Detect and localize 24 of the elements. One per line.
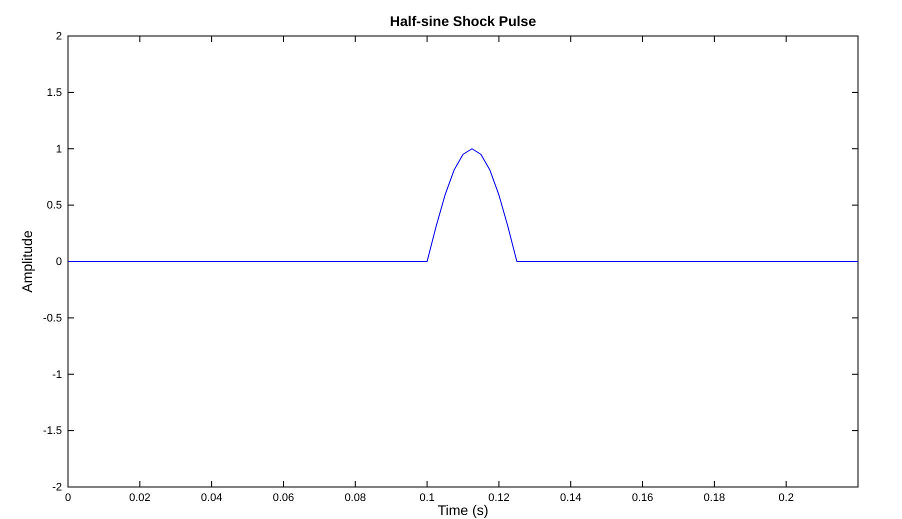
x-tick-label: 0.08 [344, 492, 366, 504]
x-tick-label: 0.18 [704, 492, 726, 504]
y-tick-label: 0.5 [46, 200, 62, 212]
x-tick-label: 0.02 [129, 492, 151, 504]
x-tick-label: 0.2 [778, 492, 794, 504]
y-tick-label: -1 [52, 368, 62, 381]
x-tick-label: 0.06 [272, 492, 294, 504]
line-series [68, 148, 858, 262]
chart-title: Half-sine Shock Pulse [390, 13, 536, 29]
x-tick-label: 0 [64, 492, 72, 504]
y-tick-label: -2 [52, 482, 62, 494]
y-tick-label: 1 [56, 143, 62, 156]
y-tick-label: 0 [56, 256, 62, 268]
x-tick-label: 0.04 [200, 492, 222, 504]
x-tick-label: 0.12 [488, 492, 510, 504]
y-tick-label: -1.5 [43, 425, 62, 438]
x-tick-label: 0.1 [419, 492, 435, 504]
x-tick-label: 0.16 [632, 492, 654, 504]
x-tick-label: 0.14 [560, 492, 582, 504]
y-axis-title: Amplitude [19, 230, 35, 293]
y-tick-label: -0.5 [43, 312, 62, 324]
y-tick-label: 1.5 [46, 86, 62, 99]
x-axis-title: Time (s) [438, 502, 488, 518]
y-tick-label: 2 [56, 30, 62, 43]
